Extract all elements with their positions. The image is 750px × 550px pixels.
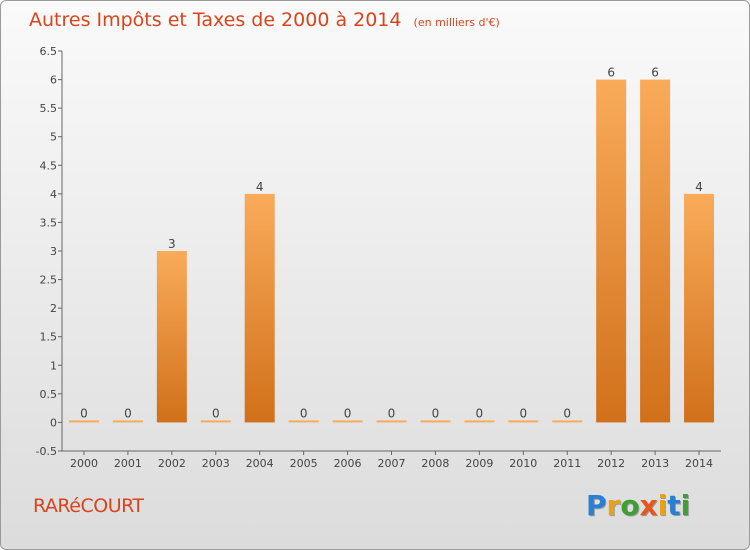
bar bbox=[288, 420, 319, 423]
logo-letter: o bbox=[620, 489, 640, 522]
data-label: 4 bbox=[256, 180, 264, 194]
y-tick-label: 0 bbox=[50, 416, 57, 429]
bar bbox=[244, 193, 275, 423]
y-tick-label: 0.5 bbox=[40, 388, 58, 401]
x-tick-label: 2007 bbox=[378, 457, 406, 470]
bar bbox=[464, 420, 495, 423]
logo-letter: x bbox=[639, 489, 658, 522]
x-tick-label: 2001 bbox=[114, 457, 142, 470]
y-tick-label: 4.5 bbox=[40, 159, 58, 172]
bar bbox=[596, 79, 627, 423]
place-name: RARéCOURT bbox=[33, 495, 144, 517]
bar bbox=[112, 420, 143, 423]
y-tick-label: 3.5 bbox=[40, 216, 58, 229]
bar bbox=[684, 193, 715, 423]
data-label: 6 bbox=[607, 66, 615, 80]
data-label: 6 bbox=[651, 66, 659, 80]
x-tick-label: 2012 bbox=[597, 457, 625, 470]
bar bbox=[200, 420, 231, 423]
logo-letter: P bbox=[586, 489, 607, 522]
logo-letter: i bbox=[680, 489, 691, 522]
y-tick-label: 6 bbox=[50, 74, 57, 87]
data-label: 0 bbox=[212, 406, 220, 420]
x-tick-label: 2014 bbox=[685, 457, 713, 470]
data-label: 0 bbox=[344, 406, 352, 420]
x-tick-label: 2008 bbox=[421, 457, 449, 470]
x-tick-label: 2000 bbox=[70, 457, 98, 470]
y-tick-label: 1 bbox=[50, 359, 57, 372]
x-tick-label: 2009 bbox=[465, 457, 493, 470]
y-tick-label: 2 bbox=[50, 302, 57, 315]
x-tick-label: 2004 bbox=[246, 457, 274, 470]
data-label: 3 bbox=[168, 237, 176, 251]
bar bbox=[420, 420, 451, 423]
data-label: 0 bbox=[476, 406, 484, 420]
chart-title-text: Autres Impôts et Taxes de 2000 à 2014 bbox=[29, 9, 402, 31]
data-label: 0 bbox=[300, 406, 308, 420]
bar bbox=[508, 420, 539, 423]
y-tick-label: -0.5 bbox=[36, 445, 57, 458]
data-label: 0 bbox=[80, 406, 88, 420]
y-tick-label: 6.5 bbox=[40, 45, 58, 58]
x-tick-label: 2011 bbox=[553, 457, 581, 470]
data-label: 0 bbox=[432, 406, 440, 420]
data-label: 0 bbox=[124, 406, 132, 420]
y-tick-label: 1.5 bbox=[40, 331, 58, 344]
logo-letter: t bbox=[667, 489, 681, 522]
proxiti-logo[interactable]: Proxiti bbox=[586, 489, 690, 522]
x-tick-label: 2006 bbox=[334, 457, 362, 470]
x-tick-label: 2002 bbox=[158, 457, 186, 470]
y-tick-label: 2.5 bbox=[40, 274, 58, 287]
data-label: 0 bbox=[563, 406, 571, 420]
bar bbox=[640, 79, 671, 423]
data-label: 0 bbox=[388, 406, 396, 420]
bar bbox=[156, 251, 187, 423]
data-label: 0 bbox=[519, 406, 527, 420]
bar bbox=[68, 420, 99, 423]
logo-letter: r bbox=[606, 489, 621, 522]
bar bbox=[376, 420, 407, 423]
bar bbox=[332, 420, 363, 423]
logo-letter: i bbox=[657, 489, 668, 522]
x-tick-label: 2005 bbox=[290, 457, 318, 470]
x-tick-label: 2003 bbox=[202, 457, 230, 470]
x-tick-label: 2010 bbox=[509, 457, 537, 470]
y-tick-label: 4 bbox=[50, 188, 57, 201]
y-tick-label: 3 bbox=[50, 245, 57, 258]
y-tick-label: 5.5 bbox=[40, 102, 58, 115]
chart-unit: (en milliers d'€) bbox=[413, 16, 500, 29]
chart-title: Autres Impôts et Taxes de 2000 à 2014 (e… bbox=[29, 9, 500, 31]
data-label: 4 bbox=[695, 180, 703, 194]
y-tick-label: 5 bbox=[50, 131, 57, 144]
x-tick-label: 2013 bbox=[641, 457, 669, 470]
bar bbox=[552, 420, 583, 423]
